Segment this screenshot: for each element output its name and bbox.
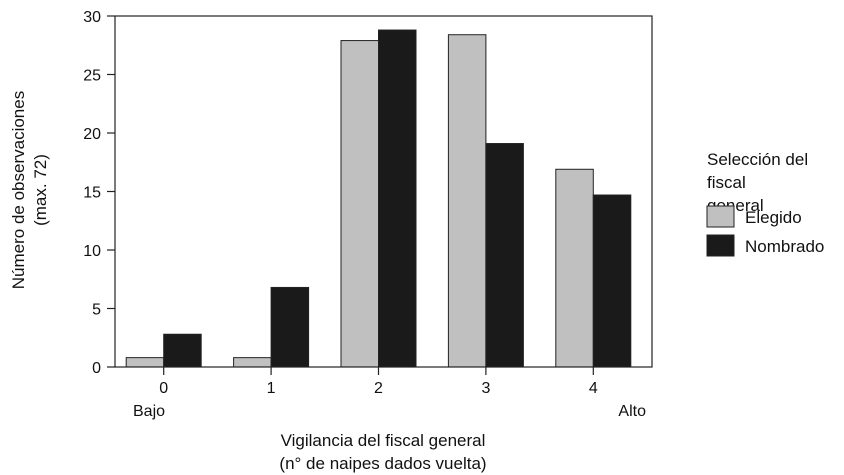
x-tick-label: 0 (159, 380, 168, 397)
y-tick-label: 0 (92, 360, 101, 377)
x-high-label: Alto (618, 403, 646, 420)
y-tick-label: 10 (83, 243, 101, 260)
y-tick-label: 5 (92, 302, 101, 319)
bar-nombrado-2 (378, 29, 417, 368)
legend-title-line1: Selección del (707, 150, 808, 169)
y-tick-label: 20 (83, 126, 101, 143)
bar-elegido-0 (125, 357, 165, 368)
bar-nombrado-4 (592, 194, 632, 368)
legend-label-elegido: Elegido (745, 208, 802, 227)
bars-group (125, 29, 632, 368)
x-axis: 0 1 2 3 4 (159, 367, 598, 397)
x-tick-label: 2 (374, 380, 383, 397)
legend: Selección del fiscal general Elegido Nom… (706, 150, 824, 257)
bar-elegido-2 (340, 40, 379, 368)
x-axis-title-line2: (n° de naipes dados vuelta) (279, 454, 486, 473)
x-axis-title-line1: Vigilancia del fiscal general (281, 431, 486, 450)
bar-nombrado-0 (163, 333, 202, 368)
y-axis-title-line1: Número de observaciones (9, 91, 28, 289)
bar-elegido-1 (233, 357, 272, 368)
y-tick-label: 15 (83, 185, 101, 202)
legend-swatch-nombrado (706, 234, 735, 257)
x-tick-label: 1 (267, 380, 276, 397)
y-tick-label: 25 (83, 68, 101, 85)
bar-elegido-3 (447, 34, 487, 368)
bar-nombrado-1 (270, 286, 310, 368)
y-axis-title-line2: (max. 72) (31, 154, 50, 226)
legend-label-nombrado: Nombrado (745, 237, 824, 256)
legend-swatch-elegido (706, 205, 735, 228)
y-tick-label: 30 (83, 9, 101, 26)
bar-nombrado-3 (485, 143, 524, 368)
bar-elegido-4 (555, 168, 594, 368)
x-tick-label: 3 (481, 380, 490, 397)
x-low-label: Bajo (133, 403, 165, 420)
y-axis: 0 5 10 15 20 25 30 (83, 9, 115, 377)
x-tick-label: 4 (589, 380, 598, 397)
legend-title-line2: fiscal (707, 173, 746, 192)
y-axis-title: Número de observaciones (max. 72) (9, 91, 50, 289)
